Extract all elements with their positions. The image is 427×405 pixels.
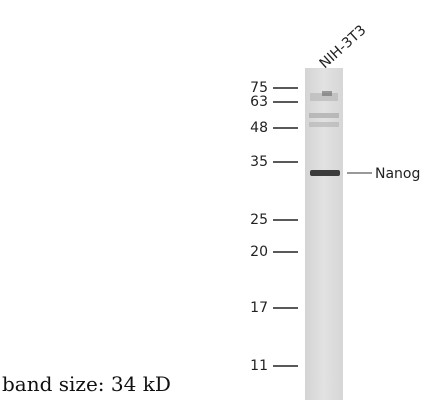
- marker-label: 63: [250, 94, 268, 110]
- caption: band size: 34 kD: [2, 372, 171, 396]
- marker-label: 48: [250, 120, 268, 136]
- faint-band: [322, 91, 332, 96]
- marker-label: 25: [250, 212, 268, 228]
- faint-band: [309, 122, 339, 127]
- blot-figure: Nanog NIH-3T3 7563483525201711: [0, 0, 427, 405]
- faint-band: [309, 113, 339, 118]
- marker-label: 20: [250, 244, 268, 260]
- page: Nanog NIH-3T3 7563483525201711 band size…: [0, 0, 427, 405]
- marker-label: 11: [250, 358, 268, 374]
- lane-label: NIH-3T3: [317, 22, 370, 72]
- marker-label: 35: [250, 154, 268, 170]
- target-band: [310, 170, 340, 176]
- marker-label: 17: [250, 300, 268, 316]
- band-label: Nanog: [375, 166, 420, 182]
